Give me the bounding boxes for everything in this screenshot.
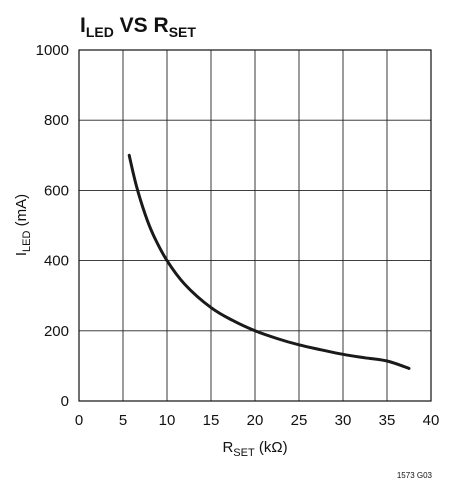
- y-label-unit: (mA): [13, 194, 30, 231]
- y-tick-label: 400: [44, 253, 69, 270]
- series-line: [127, 153, 411, 370]
- y-tick-labels: 0 200 400 600 800 1000: [36, 42, 69, 410]
- x-tick-label: 40: [423, 412, 440, 429]
- title-i-sub: LED: [86, 24, 114, 40]
- x-tick-label: 5: [119, 412, 127, 429]
- x-tick-label: 30: [335, 412, 352, 429]
- y-tick-label: 200: [44, 323, 69, 340]
- plot-frame: [78, 49, 432, 402]
- figure-id: 1573 G03: [397, 471, 433, 480]
- x-label-unit: (kΩ): [255, 439, 288, 456]
- x-label-r: R: [222, 439, 233, 456]
- x-tick-label: 15: [203, 412, 220, 429]
- x-tick-label: 20: [247, 412, 264, 429]
- y-tick-label: 800: [44, 112, 69, 129]
- title-vs: VS: [114, 14, 154, 37]
- x-tick-label: 35: [379, 412, 396, 429]
- grid: [79, 50, 431, 401]
- x-tick-labels: 0 5 10 15 20 25 30 35 40: [75, 412, 440, 429]
- chart-title: ILED VS RSET: [80, 14, 196, 40]
- title-r-sub: SET: [169, 24, 197, 40]
- x-label-sub: SET: [233, 447, 255, 459]
- y-axis-label: ILED (mA): [13, 194, 33, 256]
- y-tick-label: 1000: [36, 42, 69, 59]
- x-tick-label: 10: [159, 412, 176, 429]
- x-tick-label: 0: [75, 412, 83, 429]
- y-label-sub: LED: [21, 230, 33, 251]
- title-i: I: [80, 14, 86, 37]
- x-tick-label: 25: [291, 412, 308, 429]
- y-tick-label: 0: [61, 393, 69, 410]
- title-r: R: [154, 14, 169, 37]
- x-axis-label: RSET (kΩ): [222, 439, 287, 459]
- y-label-i: I: [13, 252, 30, 256]
- y-tick-label: 600: [44, 182, 69, 199]
